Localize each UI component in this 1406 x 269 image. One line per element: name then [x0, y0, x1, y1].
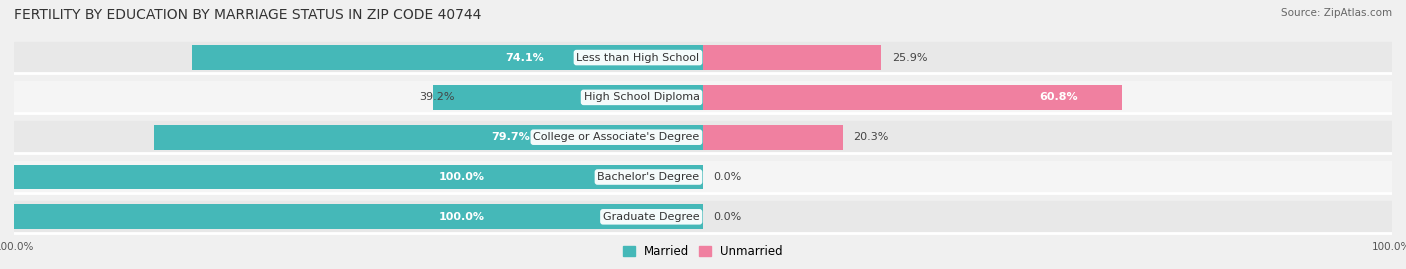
Bar [14, 161, 703, 193]
Bar [14, 121, 703, 153]
Text: FERTILITY BY EDUCATION BY MARRIAGE STATUS IN ZIP CODE 40744: FERTILITY BY EDUCATION BY MARRIAGE STATU… [14, 8, 481, 22]
Text: 60.8%: 60.8% [1039, 92, 1078, 102]
Text: Less than High School: Less than High School [576, 52, 700, 63]
Bar [14, 42, 703, 73]
Text: 0.0%: 0.0% [713, 212, 741, 222]
Text: 20.3%: 20.3% [853, 132, 889, 142]
Bar [14, 165, 703, 189]
Text: 100.0%: 100.0% [439, 212, 485, 222]
Bar [14, 201, 703, 233]
Text: Graduate Degree: Graduate Degree [603, 212, 700, 222]
Legend: Married, Unmarried: Married, Unmarried [619, 241, 787, 263]
Bar [703, 85, 1122, 110]
Text: Source: ZipAtlas.com: Source: ZipAtlas.com [1281, 8, 1392, 18]
Bar [703, 42, 1392, 73]
Bar [433, 85, 703, 110]
Bar [14, 82, 703, 113]
Bar [703, 121, 1392, 153]
Text: 0.0%: 0.0% [713, 172, 741, 182]
Text: High School Diploma: High School Diploma [583, 92, 700, 102]
Bar [14, 204, 703, 229]
Text: College or Associate's Degree: College or Associate's Degree [533, 132, 700, 142]
Bar [193, 45, 703, 70]
Bar [703, 82, 1392, 113]
Text: 39.2%: 39.2% [419, 92, 454, 102]
Bar [703, 161, 1392, 193]
Text: 74.1%: 74.1% [505, 52, 544, 63]
Text: 100.0%: 100.0% [439, 172, 485, 182]
Bar [703, 125, 842, 150]
Text: 25.9%: 25.9% [891, 52, 928, 63]
Bar [703, 45, 882, 70]
Bar [153, 125, 703, 150]
Bar [703, 201, 1392, 233]
Text: 79.7%: 79.7% [492, 132, 530, 142]
Text: Bachelor's Degree: Bachelor's Degree [598, 172, 700, 182]
